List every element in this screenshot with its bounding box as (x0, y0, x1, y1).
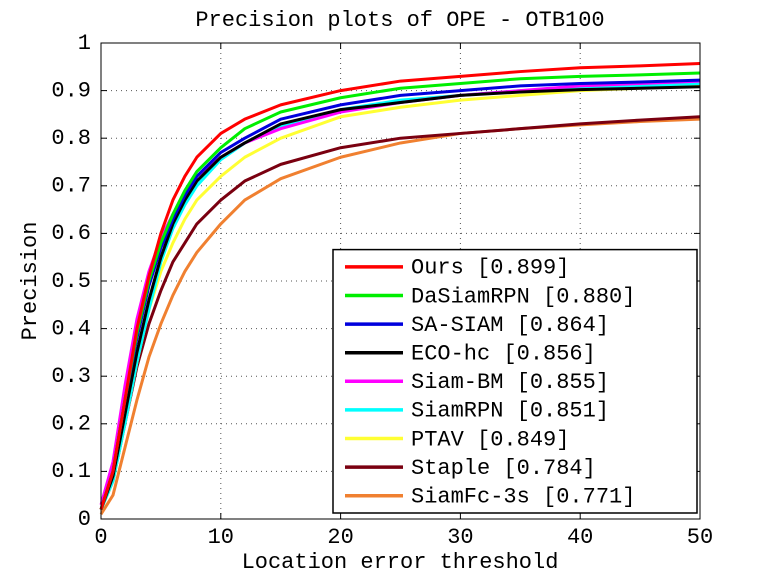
legend-label: PTAV [0.849] (411, 427, 569, 452)
legend-label: ECO-hc [0.856] (411, 342, 596, 367)
x-tick-label: 0 (94, 525, 107, 550)
legend-label: SA-SIAM [0.864] (411, 313, 609, 338)
x-tick-label: 20 (327, 525, 353, 550)
y-tick-label: 1 (78, 31, 91, 56)
plot-border (100, 42, 701, 520)
x-tick-label: 40 (567, 525, 593, 550)
series-line (99, 61, 701, 510)
x-tick-label: 50 (687, 525, 713, 550)
x-axis-label: Location error threshold (242, 550, 559, 575)
legend-label: Staple [0.784] (411, 456, 596, 481)
legend-label: Ours [0.899] (411, 256, 569, 281)
y-tick-label: 0.6 (51, 221, 91, 246)
x-tick-label: 10 (208, 525, 234, 550)
y-tick-label: 0.7 (51, 174, 91, 199)
y-tick-label: 0.8 (51, 126, 91, 151)
y-axis-label: Precision (18, 222, 43, 341)
series-line (99, 85, 701, 510)
legend-label: SiamFc-3s [0.771] (411, 485, 635, 510)
legend-label: SiamRPN [0.851] (411, 399, 609, 424)
legend-label: Siam-BM [0.855] (411, 370, 609, 395)
legend-label: DaSiamRPN [0.880] (411, 284, 635, 309)
y-tick-label: 0 (78, 507, 91, 532)
x-tick-label: 30 (447, 525, 473, 550)
y-tick-label: 0.5 (51, 269, 91, 294)
y-tick-label: 0.9 (51, 78, 91, 103)
chart-title: Precision plots of OPE - OTB100 (195, 8, 604, 33)
y-tick-label: 0.2 (51, 412, 91, 437)
y-tick-label: 0.4 (51, 316, 91, 341)
y-tick-label: 0.3 (51, 364, 91, 389)
legend: Ours [0.899] DaSiamRPN [0.880] SA-SIAM [0.… (332, 248, 698, 514)
y-tick-label: 0.1 (51, 459, 91, 484)
